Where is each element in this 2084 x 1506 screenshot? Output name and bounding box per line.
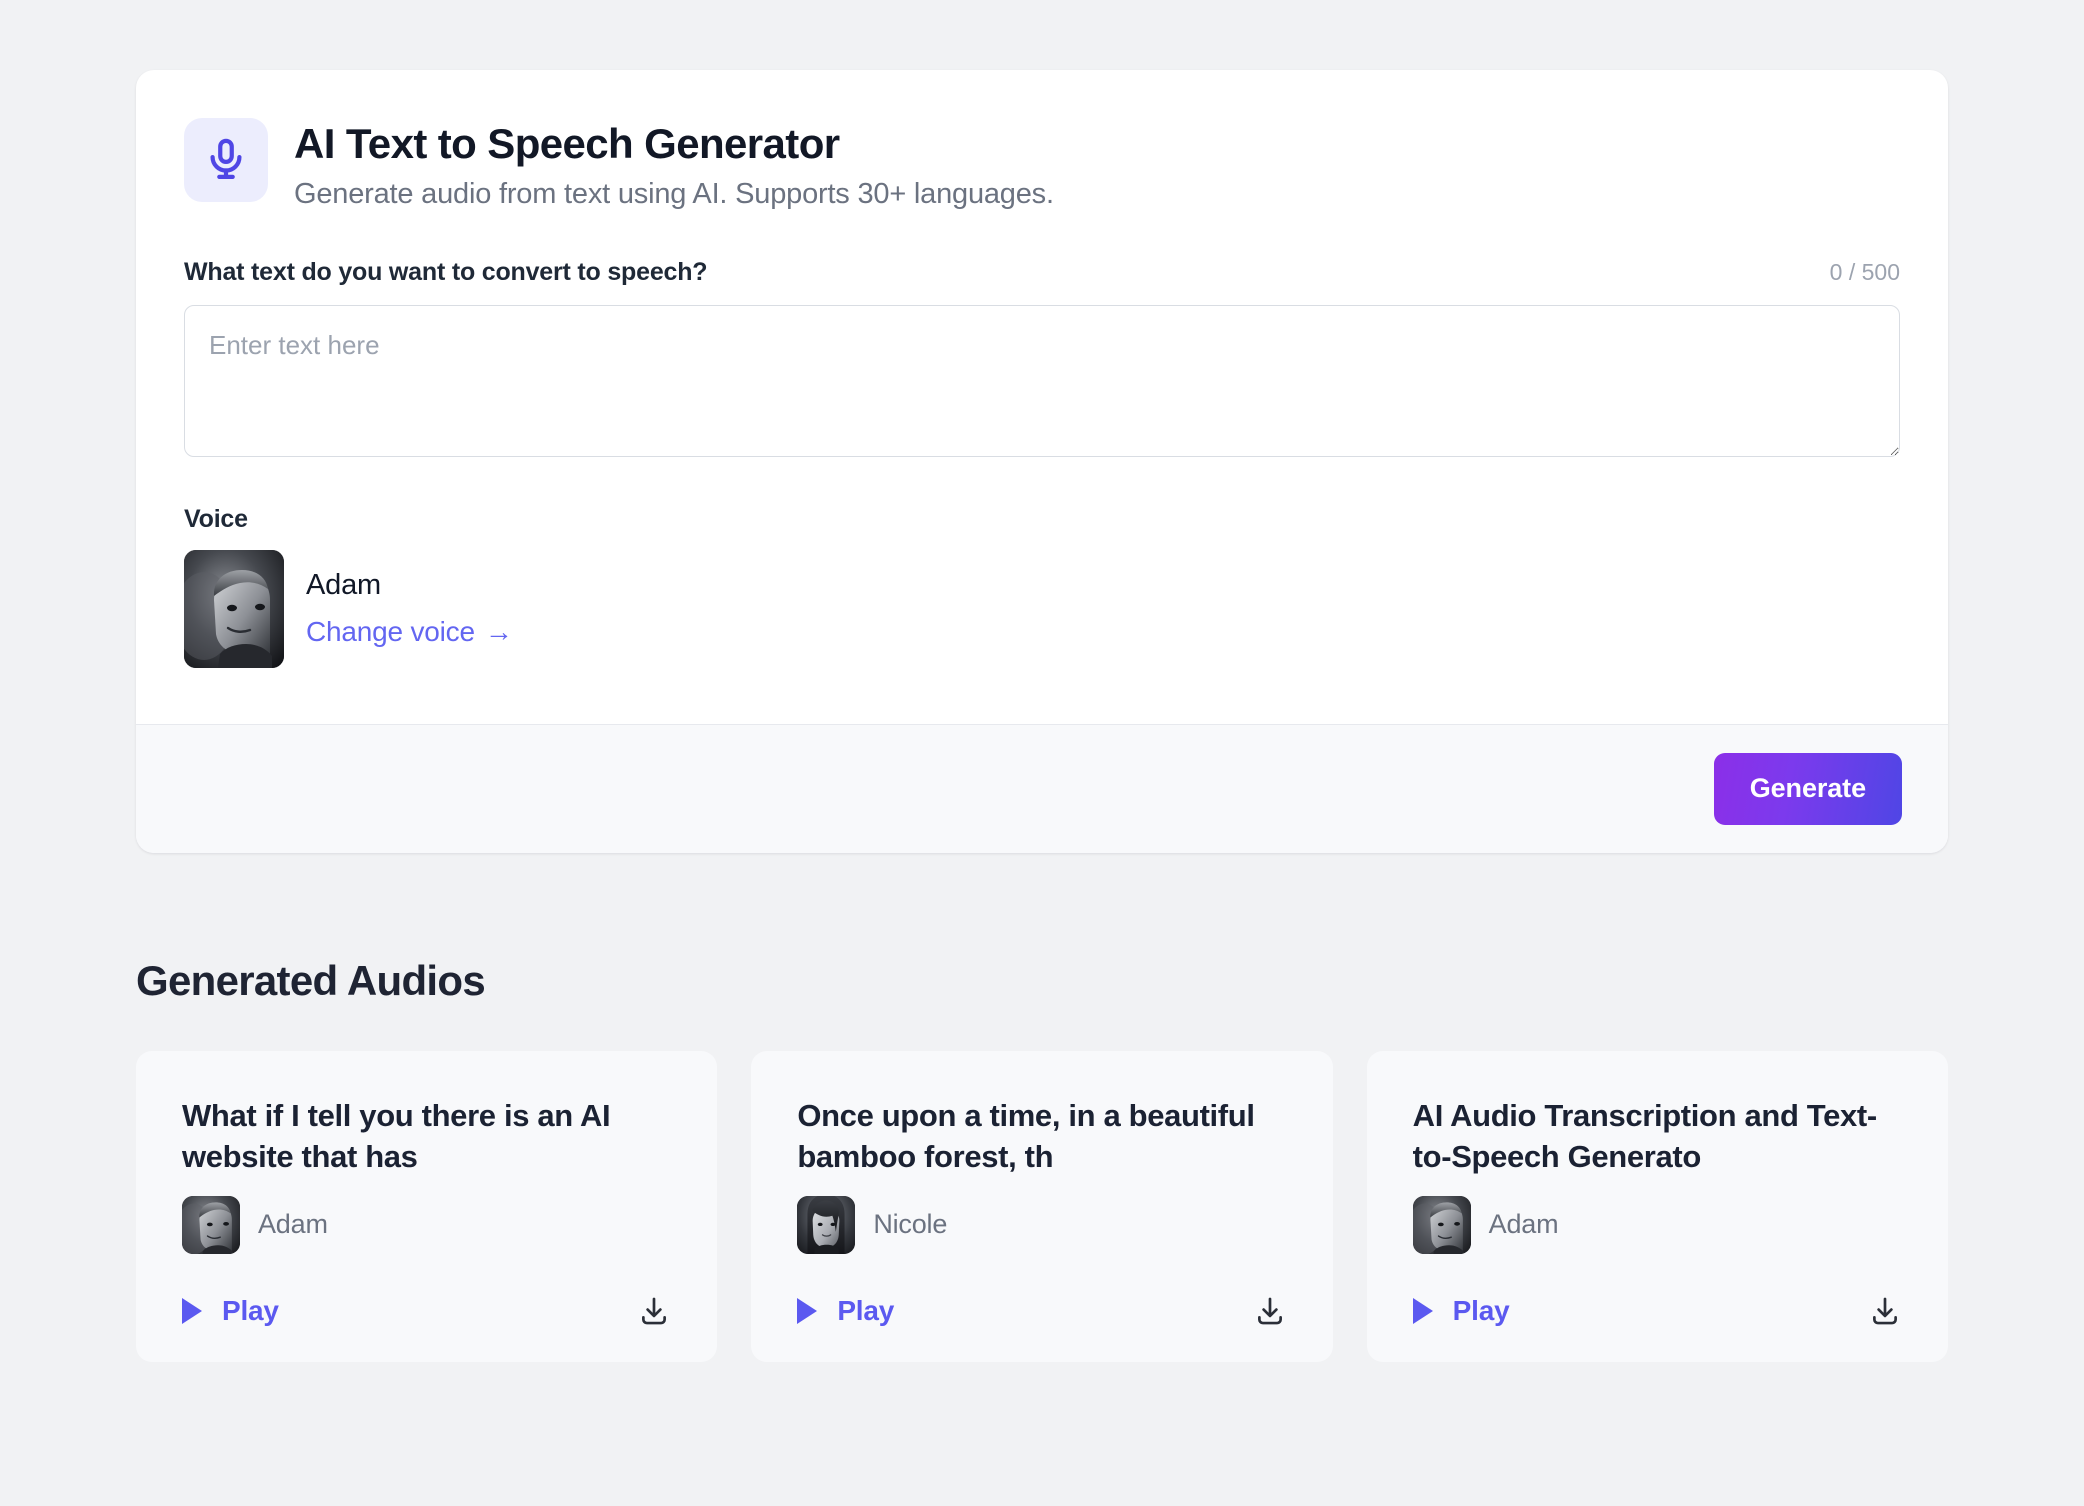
generate-button[interactable]: Generate [1713,752,1902,825]
audio-card-title: Once upon a time, in a beautiful bamboo … [797,1097,1255,1175]
generated-audios-grid: What if I tell you there is an AI websit… [136,1050,1948,1362]
microphone-icon [184,118,268,202]
play-button-label: Play [837,1294,895,1326]
app-header: AI Text to Speech Generator Generate aud… [184,118,1900,212]
download-button[interactable] [1868,1294,1902,1328]
audio-card-voice-row: Adam [182,1195,671,1254]
voice-section: Voice [184,505,1900,668]
character-counter: 0 / 500 [1829,258,1900,285]
generated-audios-title: Generated Audios [136,956,486,1004]
audio-card-actions: Play [182,1254,671,1328]
generator-card-body: AI Text to Speech Generator Generate aud… [136,70,1948,724]
audio-card-title: AI Audio Transcription and Text-to-Speec… [1412,1097,1878,1175]
download-button[interactable] [1253,1294,1287,1328]
audio-card-title: What if I tell you there is an AI websit… [182,1097,611,1175]
play-button-label: Play [222,1294,279,1326]
audio-card-voice-name: Nicole [873,1209,948,1240]
generator-card: AI Text to Speech Generator Generate aud… [136,70,1948,853]
arrow-right-icon: → [484,616,513,648]
audio-card[interactable]: Once upon a time, in a beautiful bamboo … [751,1050,1333,1362]
change-voice-label: Change voice [306,616,475,648]
audio-card[interactable]: What if I tell you there is an AI websit… [136,1050,718,1362]
play-icon [797,1297,818,1324]
text-input[interactable] [184,304,1900,457]
page-title: AI Text to Speech Generator [294,120,840,167]
page-subtitle: Generate audio from text using AI. Suppo… [294,178,1054,211]
play-button[interactable]: Play [1412,1294,1510,1327]
download-icon [1257,1297,1282,1325]
download-icon [1873,1297,1897,1325]
audio-card-voice-row: Nicole [797,1195,1286,1254]
play-button-label: Play [1452,1294,1510,1326]
audio-card-voice-name: Adam [258,1209,328,1240]
adam-avatar [182,1195,240,1254]
play-icon [1412,1297,1433,1324]
audio-card-voice-row: Adam [1412,1195,1902,1254]
change-voice-link[interactable]: Change voice → [306,616,513,648]
text-input-label: What text do you want to convert to spee… [184,257,708,286]
nicole-avatar [797,1195,856,1254]
download-icon [642,1297,667,1325]
voice-meta: Adam Change voice → [306,569,513,648]
audio-card-voice-name: Adam [1488,1209,1559,1240]
adam-avatar [184,549,284,668]
audio-card[interactable]: AI Audio Transcription and Text-to-Speec… [1366,1050,1948,1362]
generator-card-footer: Generate [136,723,1948,853]
play-button[interactable]: Play [797,1295,894,1327]
adam-avatar [1412,1195,1471,1254]
download-button[interactable] [637,1294,671,1328]
play-button[interactable]: Play [182,1295,279,1327]
selected-voice-row: Adam Change voice → [184,549,1900,668]
app-header-text: AI Text to Speech Generator Generate aud… [294,118,1054,212]
play-icon [182,1297,202,1324]
voice-section-label: Voice [184,504,248,533]
text-field-header: What text do you want to convert to spee… [184,258,1900,287]
audio-card-actions: Play [1412,1254,1902,1328]
selected-voice-name: Adam [306,569,381,602]
audio-card-actions: Play [797,1254,1286,1328]
